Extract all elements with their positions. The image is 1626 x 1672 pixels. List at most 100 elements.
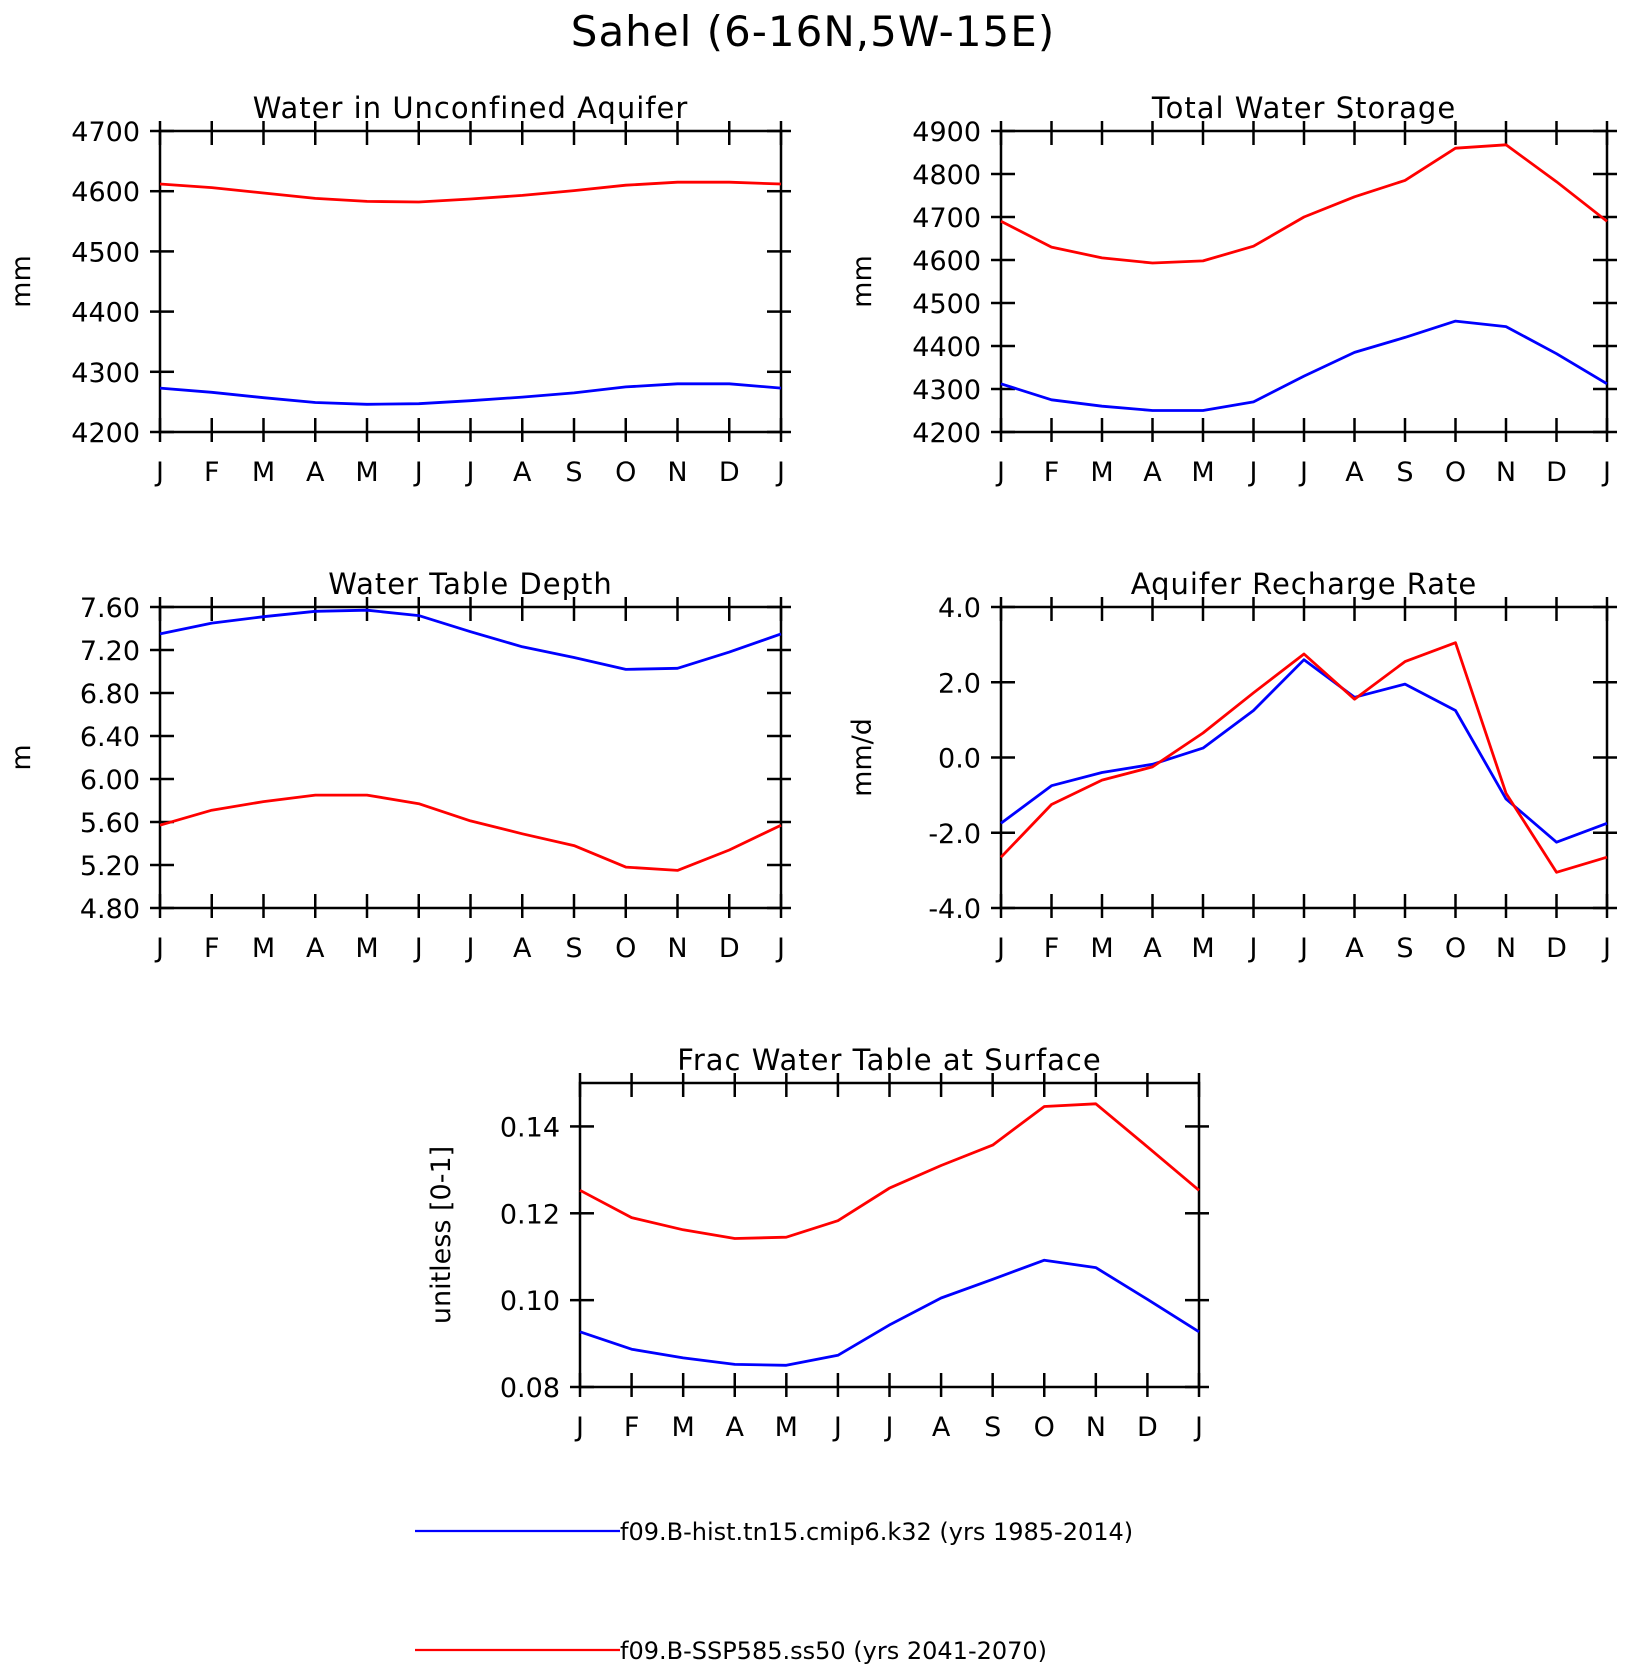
y-tick-label: 4200 (71, 418, 140, 449)
x-tick-label: O (1445, 933, 1466, 964)
x-tick-label: M (672, 1412, 695, 1443)
x-tick-label: N (1496, 457, 1516, 488)
x-tick-label: A (306, 933, 325, 964)
x-tick-label: J (995, 457, 1005, 488)
y-tick-label: 6.40 (80, 722, 140, 753)
y-tick-label: 6.80 (80, 679, 140, 710)
y-tick-label: 0.14 (500, 1112, 560, 1143)
x-tick-label: F (1044, 457, 1060, 488)
x-tick-label: J (465, 933, 475, 964)
y-axis-label: mm (6, 255, 37, 308)
x-tick-label: S (984, 1412, 1001, 1443)
plot-frame (158, 129, 783, 434)
x-tick-label: A (726, 1412, 745, 1443)
y-tick-label: 4.80 (80, 894, 140, 925)
x-tick-label: S (1396, 457, 1413, 488)
x-tick-label: J (413, 457, 423, 488)
y-tick-label: 0.08 (500, 1373, 560, 1404)
x-tick-label: D (1546, 933, 1567, 964)
y-tick-label: 0.0 (938, 744, 981, 775)
y-tick-label: 6.00 (80, 765, 140, 796)
x-tick-label: A (1143, 457, 1162, 488)
x-tick-label: F (624, 1412, 640, 1443)
x-tick-label: D (1546, 457, 1567, 488)
y-tick-label: -4.0 (928, 894, 981, 925)
x-tick-label: A (513, 457, 532, 488)
y-axis-label: mm/d (847, 718, 878, 797)
chart-title: Frac Water Table at Surface (677, 1043, 1101, 1077)
x-tick-label: A (1143, 933, 1162, 964)
y-tick-label: 4600 (912, 246, 981, 277)
y-tick-label: 4700 (71, 117, 140, 148)
y-tick-label: 0.12 (500, 1199, 560, 1230)
x-tick-label: M (1191, 933, 1214, 964)
x-tick-label: J (465, 457, 475, 488)
chart-title: Total Water Storage (1151, 91, 1456, 125)
y-tick-label: 4700 (912, 203, 981, 234)
legend: f09.B-hist.tn15.cmip6.k32 (yrs 1985-2014… (415, 1518, 1133, 1665)
series-line-ssp585 (999, 641, 1608, 874)
x-tick-label: M (775, 1412, 798, 1443)
x-tick-label: J (1248, 933, 1258, 964)
x-tick-label: O (1034, 1412, 1055, 1443)
y-tick-label: 4300 (912, 375, 981, 406)
x-tick-label: J (775, 933, 785, 964)
y-tick-label: 5.60 (80, 808, 140, 839)
x-tick-label: A (513, 933, 532, 964)
x-tick-label: D (1137, 1412, 1158, 1443)
y-tick-label: 4400 (912, 332, 981, 363)
plot-frame (158, 605, 783, 910)
x-tick-label: S (565, 457, 582, 488)
x-tick-label: A (1345, 933, 1364, 964)
x-tick-label: J (154, 933, 164, 964)
x-tick-label: F (204, 457, 220, 488)
x-tick-label: D (719, 933, 740, 964)
x-tick-label: N (667, 933, 687, 964)
series-line-hist (579, 1258, 1200, 1367)
x-tick-label: F (204, 933, 220, 964)
x-tick-label: J (1193, 1412, 1203, 1443)
y-tick-label: 4.0 (938, 593, 981, 624)
y-axis-label: mm (847, 255, 878, 308)
y-axis-label: unitless [0-1] (426, 1146, 457, 1324)
y-tick-label: 4800 (912, 160, 981, 191)
x-tick-label: J (154, 457, 164, 488)
x-tick-label: D (719, 457, 740, 488)
y-tick-label: 4600 (71, 177, 140, 208)
figure-title: Sahel (6-16N,5W-15E) (571, 7, 1055, 56)
x-tick-label: J (1601, 933, 1611, 964)
y-tick-label: 4400 (71, 298, 140, 329)
x-tick-label: M (252, 457, 275, 488)
x-tick-label: O (1445, 457, 1466, 488)
x-tick-label: M (355, 933, 378, 964)
x-tick-label: M (1191, 457, 1214, 488)
x-tick-label: J (832, 1412, 842, 1443)
x-tick-label: S (565, 933, 582, 964)
x-tick-label: M (1090, 933, 1113, 964)
x-tick-label: A (1345, 457, 1364, 488)
x-tick-label: J (884, 1412, 894, 1443)
series-line-ssp585 (579, 1102, 1200, 1240)
y-tick-label: 0.10 (500, 1286, 560, 1317)
y-tick-label: 4500 (71, 237, 140, 268)
x-tick-label: F (1044, 933, 1060, 964)
x-tick-label: N (1086, 1412, 1106, 1443)
x-tick-label: J (1601, 457, 1611, 488)
plot-frame (578, 1081, 1201, 1389)
y-tick-label: 7.20 (80, 636, 140, 667)
x-tick-label: J (1248, 457, 1258, 488)
legend-label: f09.B-hist.tn15.cmip6.k32 (yrs 1985-2014… (620, 1518, 1133, 1546)
series-line-hist (1000, 319, 1608, 412)
x-tick-label: O (615, 933, 636, 964)
x-tick-label: M (252, 933, 275, 964)
series-line-ssp585 (159, 793, 782, 872)
x-tick-label: M (355, 457, 378, 488)
y-tick-label: 4300 (71, 358, 140, 389)
series-line-hist (159, 382, 782, 406)
series-line-hist (1000, 658, 1608, 844)
